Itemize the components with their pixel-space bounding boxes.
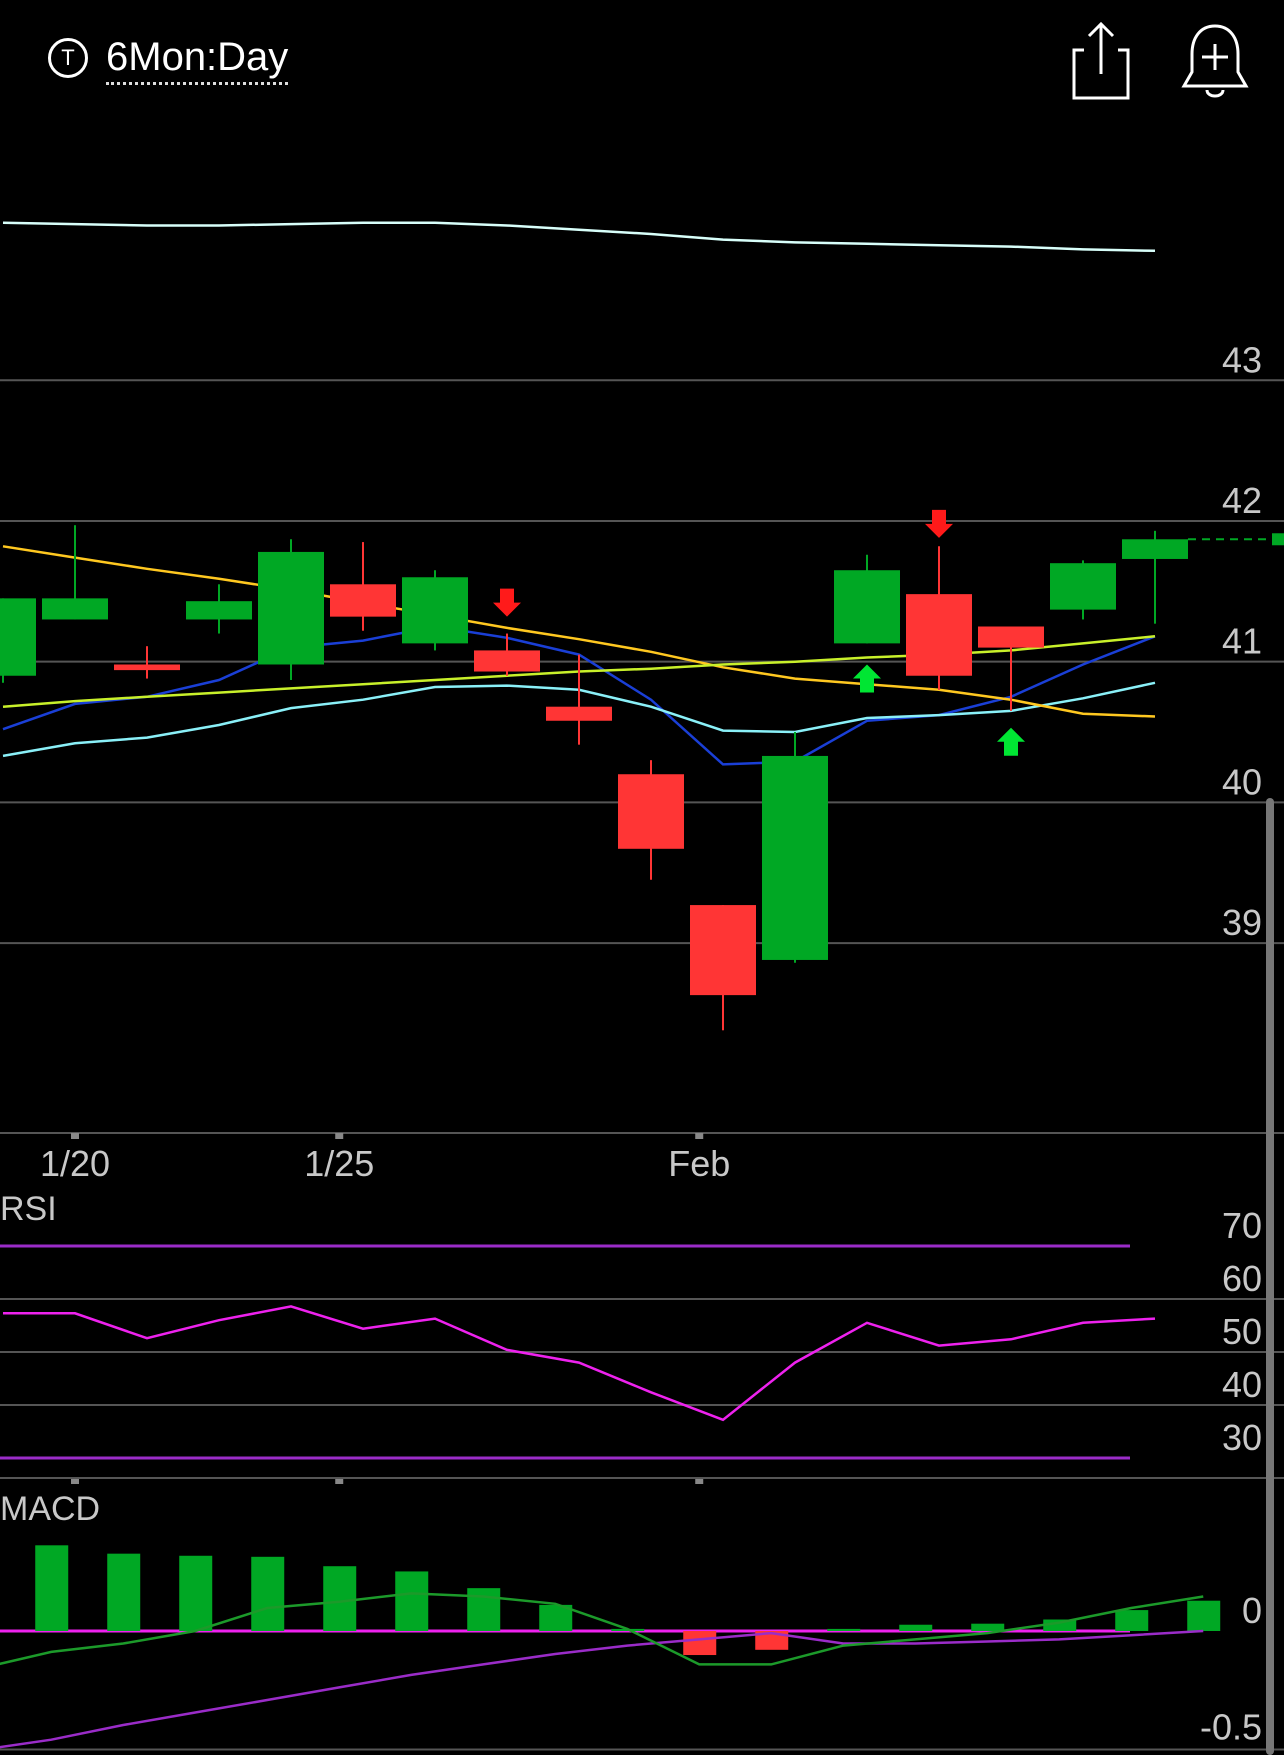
macd-tick-label: -0.5 — [1200, 1707, 1262, 1748]
candle-body — [474, 650, 540, 672]
macd-histogram-bar — [827, 1628, 861, 1631]
candle-body — [834, 570, 900, 644]
candle-body — [42, 598, 108, 620]
candle-body — [978, 626, 1044, 648]
sell-signal-arrow — [493, 588, 521, 617]
macd-line — [0, 1592, 1204, 1666]
rsi-tick-label: 30 — [1222, 1417, 1262, 1458]
candle-body — [546, 706, 612, 721]
candle-body — [618, 774, 684, 849]
rsi-date-tick-mark — [71, 1478, 79, 1484]
rsi-tick-label: 60 — [1222, 1258, 1262, 1299]
rsi-line — [3, 1305, 1156, 1422]
vertical-scrollbar[interactable] — [1266, 798, 1274, 1755]
date-tick-label: 1/20 — [40, 1143, 110, 1184]
candle-body — [762, 755, 828, 960]
candle-body — [906, 594, 972, 676]
rsi-date-tick-mark — [695, 1478, 704, 1484]
candle-body — [402, 577, 468, 644]
candle-body — [330, 584, 396, 617]
macd-lines — [0, 1592, 1204, 1749]
rsi-axis-labels: 70 60 50 40 30 — [1222, 1205, 1262, 1458]
price-tick-label: 39 — [1222, 902, 1262, 943]
date-tick-mark — [71, 1133, 79, 1139]
buy-signal-arrow — [997, 727, 1025, 756]
candle-body — [0, 598, 36, 676]
macd-histogram-bar — [395, 1571, 429, 1631]
macd-gridlines — [0, 1629, 1284, 1751]
bell-plus-icon — [1181, 24, 1249, 98]
ticker-type-icon: T — [48, 38, 88, 78]
candle-body — [186, 601, 252, 620]
macd-histogram-bar — [899, 1624, 933, 1631]
macd-histogram-bar — [107, 1553, 141, 1631]
date-tick-label: Feb — [668, 1143, 730, 1184]
macd-histogram-bar — [539, 1604, 573, 1631]
macd-histogram-bar — [179, 1555, 213, 1631]
macd-axis-labels: 0 -0.5 — [1200, 1590, 1262, 1748]
price-tick-label: 42 — [1222, 480, 1262, 521]
buy-signal-arrow — [853, 664, 881, 693]
macd-histogram-bar — [251, 1556, 285, 1631]
price-tick-label: 41 — [1222, 621, 1262, 662]
macd-histogram-bar — [755, 1631, 789, 1650]
price-tick-label: 40 — [1222, 761, 1262, 802]
rsi-title: RSI — [0, 1190, 57, 1228]
rsi-gridlines — [0, 1244, 1284, 1479]
last-price-marker — [1272, 533, 1284, 546]
date-tick-mark — [335, 1133, 344, 1139]
price-axis-labels: 43 42 41 40 39 — [1222, 339, 1262, 943]
date-tick-label: 1/25 — [304, 1143, 374, 1184]
candle-body — [258, 551, 324, 665]
candle-body — [114, 664, 180, 671]
date-tick-mark — [695, 1133, 704, 1139]
date-axis-labels: 1/20 1/25 Feb — [40, 1133, 730, 1484]
price-tick-label: 43 — [1222, 339, 1262, 380]
macd-histogram-bar — [683, 1631, 717, 1656]
share-button[interactable] — [1070, 20, 1140, 104]
macd-histogram-bar — [323, 1566, 357, 1631]
sell-signal-arrow — [925, 509, 953, 538]
macd-histogram-bar — [971, 1623, 1005, 1631]
share-icon — [1072, 21, 1130, 100]
rsi-tick-label: 70 — [1222, 1205, 1262, 1246]
add-alert-button[interactable] — [1180, 20, 1250, 104]
macd-histogram — [35, 1545, 1221, 1656]
trade-signals — [493, 509, 1025, 756]
period-selector[interactable]: 6Mon:Day — [106, 34, 289, 85]
macd-histogram-bar — [1187, 1600, 1221, 1631]
macd-title: MACD — [0, 1490, 100, 1528]
macd-signal-line — [0, 1629, 1204, 1749]
price-candles — [0, 525, 1284, 1031]
chart-header: T 6Mon:Day — [0, 0, 1284, 120]
candle-body — [1122, 539, 1188, 559]
macd-histogram-bar — [1043, 1619, 1077, 1631]
candle-body — [690, 905, 756, 996]
macd-histogram-bar — [35, 1545, 69, 1631]
rsi-tick-label: 50 — [1222, 1311, 1262, 1352]
rsi-tick-label: 40 — [1222, 1364, 1262, 1405]
rsi-series-line — [3, 1305, 1156, 1422]
price-gridlines — [0, 379, 1284, 1134]
moving-average-line-1 — [2, 221, 1156, 253]
moving-average-line-2 — [2, 625, 1156, 766]
macd-tick-label: 0 — [1242, 1590, 1262, 1631]
macd-histogram-bar — [1115, 1610, 1149, 1631]
moving-average-line-4 — [2, 545, 1156, 718]
candle-body — [1050, 563, 1116, 610]
macd-histogram-bar — [467, 1588, 501, 1631]
rsi-date-tick-mark — [335, 1478, 344, 1484]
